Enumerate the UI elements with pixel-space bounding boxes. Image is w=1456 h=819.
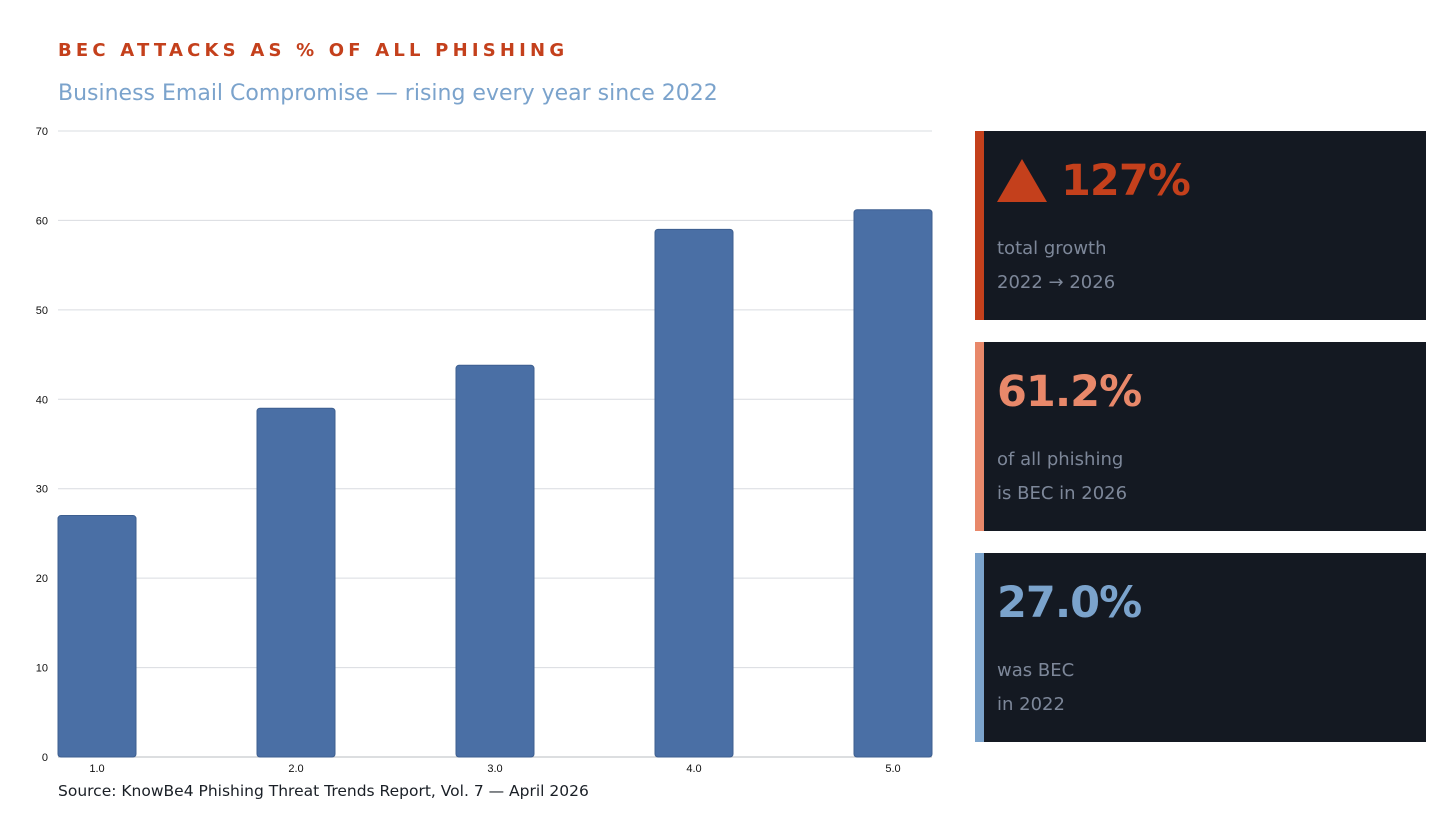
chart-eyebrow-title: BEC ATTACKS AS % OF ALL PHISHING [58,40,569,61]
bar-chart: 0 10 20 30 40 50 60 70 1.0 2.0 3.0 4.0 5.0 [36,126,933,775]
x-tick-label: 3.0 [487,763,502,775]
stat-card-growth: 127% total growth 2022 → 2026 [975,131,1426,320]
stat-value: 127% [1061,156,1191,206]
y-tick-label: 30 [36,484,48,496]
y-tick-label: 0 [42,752,48,764]
bar [853,209,933,758]
stat-card-accent-bar [975,553,984,742]
y-tick-label: 60 [36,215,48,227]
stat-card-current: 61.2% of all phishing is BEC in 2026 [975,342,1426,531]
x-tick-label: 4.0 [686,763,701,775]
stat-desc-line1: total growth [997,238,1107,259]
bar [654,228,734,758]
bar [455,364,535,758]
stat-desc-line2: in 2022 [997,694,1065,715]
stat-desc-line2: is BEC in 2026 [997,483,1128,504]
stat-value: 27.0% [997,578,1142,628]
bar [256,407,336,758]
stat-desc-line1: of all phishing [997,449,1124,470]
y-tick-label: 50 [36,305,48,317]
stat-desc-line2: 2022 → 2026 [997,272,1116,293]
triangle-up-icon [997,158,1047,202]
y-tick-label: 40 [36,394,48,406]
x-tick-label: 2.0 [288,763,303,775]
x-tick-label: 5.0 [885,763,900,775]
source-note: Source: KnowBe4 Phishing Threat Trends R… [58,782,589,800]
chart-subtitle: Business Email Compromise — rising every… [58,81,718,106]
y-tick-label: 70 [36,126,48,138]
stat-value: 61.2% [997,367,1142,417]
y-tick-label: 20 [36,573,48,585]
y-tick-label: 10 [36,663,48,675]
stat-desc-line1: was BEC [997,660,1075,681]
stat-card-accent-bar [975,342,984,531]
stat-card-baseline: 27.0% was BEC in 2022 [975,553,1426,742]
x-tick-label: 1.0 [89,763,104,775]
bar [57,515,137,758]
stat-card-accent-bar [975,131,984,320]
